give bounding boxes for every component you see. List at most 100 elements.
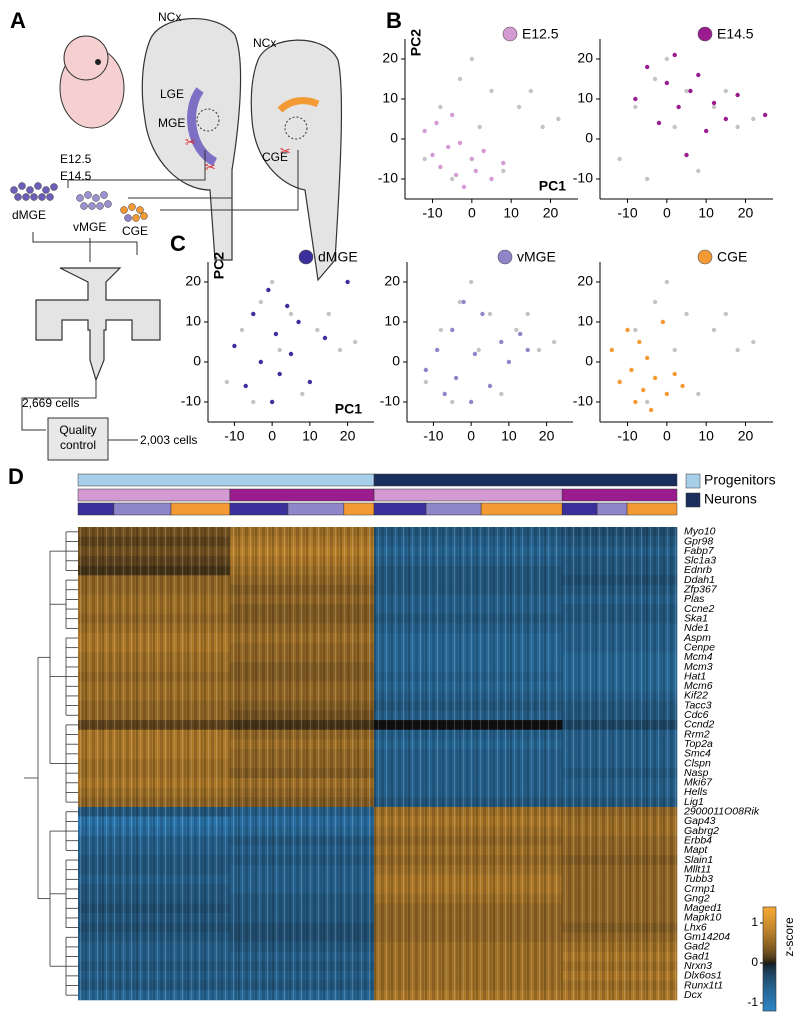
x-tick-label: 20 [738,428,754,444]
colorbar-frame [762,906,777,1012]
point [641,387,646,393]
region-label: CGE [262,150,288,164]
point [300,391,305,397]
y-axis-label: PC2 [408,29,424,56]
colorbar-step [763,976,776,980]
point [688,88,693,94]
gene-label: Gng2 [684,892,710,904]
point [723,311,729,317]
colorbar-step [763,952,776,956]
gene-label: Mcm6 [684,680,713,692]
point [735,92,740,98]
point [481,148,486,154]
y-tick-label: 0 [193,353,201,369]
x-tick-label: -10 [422,205,442,221]
point [457,299,463,305]
point [450,327,455,333]
point [680,383,685,389]
gene-label: Cenpe [684,641,715,653]
y-tick-label: 10 [577,313,593,329]
point [430,152,435,158]
point [322,335,328,341]
y-tick-label: 10 [382,90,398,106]
arrow [32,232,138,262]
point [711,100,717,106]
point [277,347,282,353]
microfluidic-chip [35,267,161,382]
pool-label: dMGE [12,208,46,222]
colorbar-step [763,934,776,938]
qc-label: Quality control [59,423,97,452]
point [664,391,670,397]
point [617,156,622,162]
point [434,120,439,126]
point [288,351,294,357]
gene-label: Gap43 [684,815,716,827]
annotation-segment [113,502,172,516]
heatmap-texture [78,527,677,1000]
y-tick-label: 20 [384,273,400,289]
colorbar-tick-label: -1 [747,995,758,1009]
gene-label: Gabrg2 [684,825,719,837]
legend-label: E14.5 [717,26,754,42]
y-tick-label: 0 [585,130,593,146]
point [672,124,677,130]
point [480,311,485,317]
colorbar-step [763,906,776,910]
gene-label: Tacc3 [684,699,712,711]
cell-cluster [76,191,112,210]
point [469,56,475,62]
legend-label: CGE [717,249,747,265]
point [487,383,493,389]
annotation-segment [373,473,678,487]
colorbar-step [763,974,776,978]
pool-label: CGE [122,224,148,238]
panel-label: C [170,231,186,256]
point [703,128,709,134]
point [499,391,504,397]
schematic: ✂ ✂ ✂ [10,17,343,461]
qc-label-box: Quality control [59,423,97,452]
point [664,56,670,62]
y-tick-label: 0 [585,353,593,369]
point [633,96,638,102]
y-tick-label: -10 [181,393,201,409]
annotation-segment [343,502,375,516]
point [423,379,429,385]
point [625,327,630,333]
point [487,311,493,317]
y-tick-label: 10 [384,313,400,329]
colorbar-step [763,986,776,990]
point [468,399,474,405]
point [501,160,506,166]
point [449,112,455,118]
point [656,120,662,126]
point [461,184,467,190]
colorbar-step [763,964,776,968]
annotation-segment [561,488,678,502]
point [326,311,331,317]
point [644,176,650,182]
colorbar-step [763,962,776,966]
y-axis-label: PC2 [211,252,227,279]
colorbar-tick-label: 0 [751,955,758,969]
colorbar-step [763,992,776,996]
point [664,80,670,86]
point [644,355,650,361]
point [633,327,638,333]
annotation-segment [77,488,231,502]
colorbar-step [763,966,776,970]
legend-marker [697,249,713,265]
point [506,359,512,365]
point [258,359,264,365]
point [473,168,478,174]
point [633,399,638,405]
point [525,311,530,317]
colorbar-step [763,936,776,940]
colorbar-step [763,968,776,972]
gene-label: Mapk10 [684,912,722,924]
legend-marker [502,26,518,42]
point [556,116,561,122]
x-tick-label: 20 [340,428,356,444]
